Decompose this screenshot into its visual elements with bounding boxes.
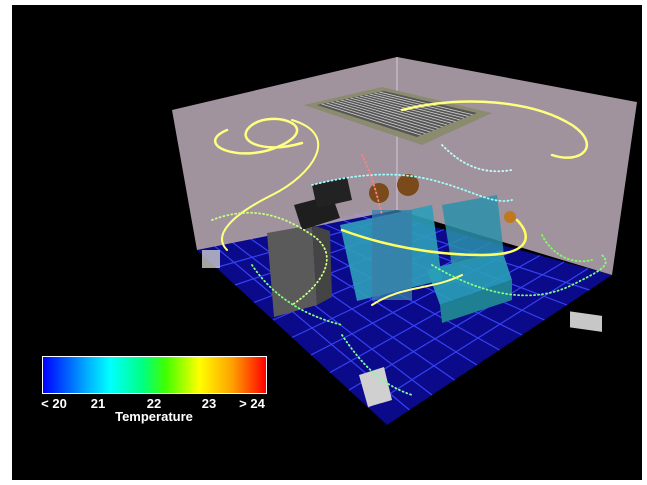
streamline: [371, 274, 463, 306]
streamline: [340, 218, 527, 257]
grille-line: [340, 99, 439, 129]
colorbar-tick-4: > 24: [239, 396, 265, 411]
colorbar-tick-2: 22: [146, 396, 162, 411]
occupant-head-3: [504, 211, 516, 223]
streamline: [400, 100, 588, 159]
occupant-head-2: [397, 174, 419, 196]
grille-line: [336, 100, 435, 131]
grille-line: [331, 101, 430, 133]
desk-right: [427, 250, 512, 305]
grid-line: [348, 261, 565, 391]
temperature-colorbar: [42, 356, 267, 394]
wall-vent-left: [202, 250, 220, 268]
room-3d-scene: [172, 57, 637, 425]
streamline: [441, 144, 513, 173]
floor-vent: [359, 367, 392, 407]
streamline: [251, 264, 343, 326]
cabinet: [267, 225, 317, 317]
grille-line: [326, 102, 426, 134]
streamline: [221, 119, 320, 251]
visualization-viewport: < 20 21 22 23 > 24 Temperature: [12, 5, 642, 480]
grid-line: [367, 267, 589, 409]
colorbar-title: Temperature: [115, 409, 193, 424]
occupant-head-1: [369, 183, 389, 203]
streamline: [361, 154, 383, 216]
grille-line: [345, 98, 443, 128]
colorbar-tick-1: 21: [90, 396, 106, 411]
colorbar-tick-0: < 20: [41, 396, 67, 411]
grille-line: [350, 97, 448, 126]
streamline: [211, 211, 328, 306]
streamline: [341, 334, 413, 396]
airflow-streamlines: [211, 100, 607, 396]
colorbar-tick-3: 23: [201, 396, 217, 411]
wall-vent-right: [570, 311, 602, 332]
grille-line: [379, 91, 473, 116]
desk-far: [442, 195, 504, 267]
streamline: [213, 117, 304, 155]
grille-line: [321, 103, 422, 136]
streamline: [431, 254, 607, 297]
streamline: [311, 173, 513, 202]
